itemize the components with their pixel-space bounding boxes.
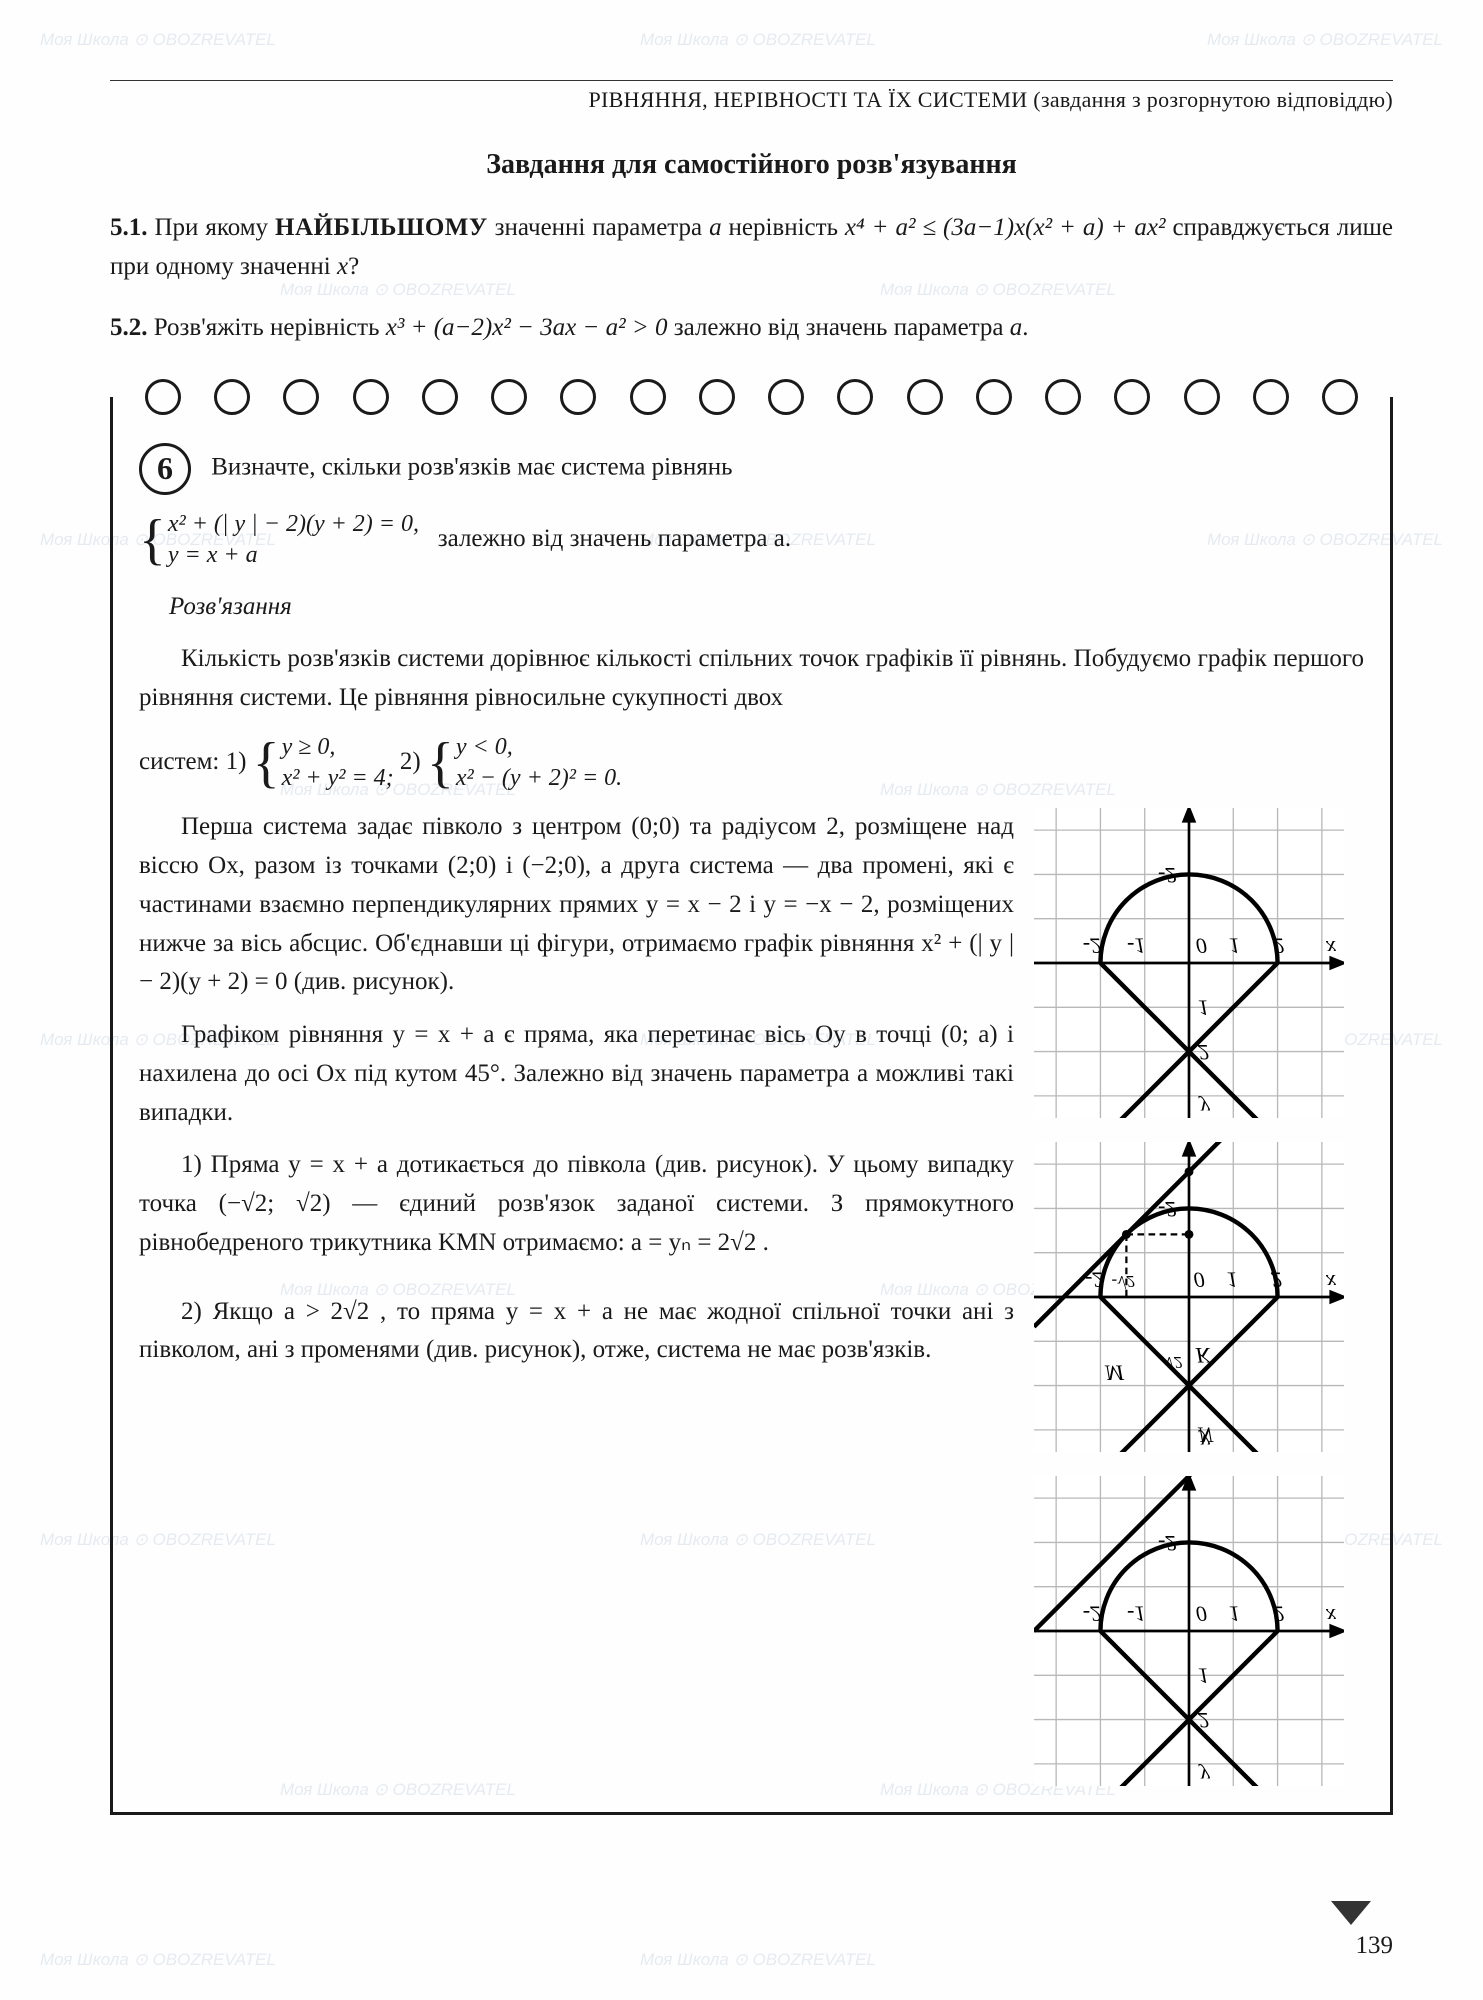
svg-text:-2: -2 — [1158, 863, 1176, 888]
problem-6-block: 6 Визначте, скільки розв'язків має систе… — [139, 443, 1364, 1786]
svg-text:2: 2 — [1273, 1602, 1284, 1627]
spiral-binding — [139, 379, 1364, 415]
svg-text:2: 2 — [1271, 1268, 1282, 1293]
problem-circle-number: 6 — [139, 443, 191, 495]
svg-text:N: N — [1197, 1423, 1214, 1448]
text: . — [1022, 314, 1028, 341]
watermark: Моя Школа ⊙ OBOZREVATEL — [40, 30, 276, 50]
figure-3: xy -2-1012 12-2 — [1034, 1476, 1344, 1786]
solution-para-2: Перша система задає півколо з центром (0… — [139, 808, 1014, 1002]
svg-text:1: 1 — [1198, 996, 1209, 1021]
s1-line1: y ≥ 0, — [282, 732, 394, 763]
svg-text:-√2: -√2 — [1112, 1272, 1136, 1291]
svg-text:x: x — [1325, 936, 1336, 961]
svg-text:-2: -2 — [1083, 934, 1101, 959]
s1-line2: x² + y² = 4; — [282, 763, 394, 794]
spiral-notebook-frame: 6 Визначте, скільки розв'язків має систе… — [110, 397, 1393, 1815]
watermark: Моя Школа ⊙ OBOZREVATEL — [40, 1950, 276, 1970]
svg-text:x: x — [1325, 1604, 1336, 1629]
svg-text:-2: -2 — [1158, 1531, 1176, 1556]
page: Моя Школа ⊙ OBOZREVATEL Моя Школа ⊙ OBOZ… — [0, 0, 1483, 2000]
system-suffix: залежно від значень параметра a. — [438, 525, 791, 552]
svg-text:-2: -2 — [1085, 1268, 1103, 1293]
equation-system: { x² + (| y | − 2)(y + 2) = 0, y = x + a — [139, 509, 419, 571]
svg-text:0: 0 — [1193, 1268, 1204, 1293]
figure-1: xy -2-1012 12-2 — [1034, 808, 1344, 1118]
corner-triangle-icon — [1331, 1901, 1371, 1925]
watermark: Моя Школа ⊙ OBOZREVATEL — [640, 30, 876, 50]
figure-2: xy -2012 -2 MNK -√2√2 — [1034, 1142, 1344, 1452]
svg-text:1: 1 — [1229, 1602, 1240, 1627]
equation: x³ + (a−2)x² − 3ax − a² > 0 — [386, 314, 668, 341]
watermark: Моя Школа ⊙ OBOZREVATEL — [640, 1950, 876, 1970]
text: значенні параметра — [488, 214, 709, 241]
svg-text:-1: -1 — [1127, 1602, 1145, 1627]
system-1: { y ≥ 0, x² + y² = 4; — [253, 732, 394, 794]
sys-line-1: x² + (| y | − 2)(y + 2) = 0, — [168, 509, 419, 540]
svg-text:2: 2 — [1273, 934, 1284, 959]
svg-text:√2: √2 — [1165, 1353, 1183, 1372]
problem-number: 5.1. — [110, 214, 148, 241]
svg-text:-2: -2 — [1083, 1602, 1101, 1627]
systems-prefix: систем: 1) — [139, 748, 253, 775]
svg-text:x: x — [1325, 1270, 1336, 1295]
problem-5-2: 5.2. Розв'яжіть нерівність x³ + (a−2)x² … — [110, 309, 1393, 348]
svg-text:1: 1 — [1198, 1664, 1209, 1689]
equation: x⁴ + a² ≤ (3a−1)x(x² + a) + ax² — [845, 214, 1166, 241]
sys-line-2: y = x + a — [168, 540, 419, 571]
text: При якому — [154, 214, 275, 241]
watermark: Моя Школа ⊙ OBOZREVATEL — [1207, 30, 1443, 50]
text: залежно від значень параметра — [668, 314, 1010, 341]
chapter-header: РІВНЯННЯ, НЕРІВНОСТІ ТА ЇХ СИСТЕМИ (завд… — [110, 87, 1393, 113]
svg-text:1: 1 — [1227, 1268, 1238, 1293]
solution-para-1: Кількість розв'язків системи дорівнює кі… — [139, 640, 1364, 718]
case-2: 2) Якщо a > 2√2 , то пряма y = x + a не … — [139, 1293, 1014, 1371]
text: ? — [348, 253, 359, 280]
svg-text:y: y — [1198, 1096, 1210, 1119]
problem-intro: Визначте, скільки розв'язків має система… — [211, 454, 732, 481]
emphasis: НАЙБІЛЬШОМУ — [275, 214, 488, 241]
svg-text:1: 1 — [1229, 934, 1240, 959]
svg-text:2: 2 — [1198, 1040, 1209, 1065]
case-1: 1) Пряма y = x + a дотикається до півкол… — [139, 1146, 1014, 1262]
svg-text:0: 0 — [1196, 934, 1207, 959]
s2-line2: x² − (y + 2)² = 0. — [456, 763, 622, 794]
system-2: { y < 0, x² − (y + 2)² = 0. — [427, 732, 622, 794]
page-number: 139 — [1356, 1932, 1394, 1960]
header-rule — [110, 80, 1393, 81]
systems-mid: 2) — [400, 748, 427, 775]
solution-para-3: Графіком рівняння y = x + a є пряма, яка… — [139, 1016, 1014, 1132]
text: нерівність — [722, 214, 845, 241]
svg-text:-1: -1 — [1127, 934, 1145, 959]
problem-number: 5.2. — [110, 314, 148, 341]
s2-line1: y < 0, — [456, 732, 622, 763]
svg-text:M: M — [1104, 1361, 1125, 1386]
solution-label: Розв'язання — [169, 588, 1364, 627]
section-title: Завдання для самостійного розв'язування — [110, 149, 1393, 181]
svg-text:K: K — [1195, 1343, 1212, 1368]
svg-text:0: 0 — [1196, 1602, 1207, 1627]
problem-5-1: 5.1. При якому НАЙБІЛЬШОМУ значенні пара… — [110, 209, 1393, 287]
svg-text:y: y — [1198, 1764, 1210, 1787]
text: Розв'яжіть нерівність — [154, 314, 386, 341]
svg-text:-2: -2 — [1158, 1197, 1176, 1222]
svg-text:2: 2 — [1198, 1708, 1209, 1733]
